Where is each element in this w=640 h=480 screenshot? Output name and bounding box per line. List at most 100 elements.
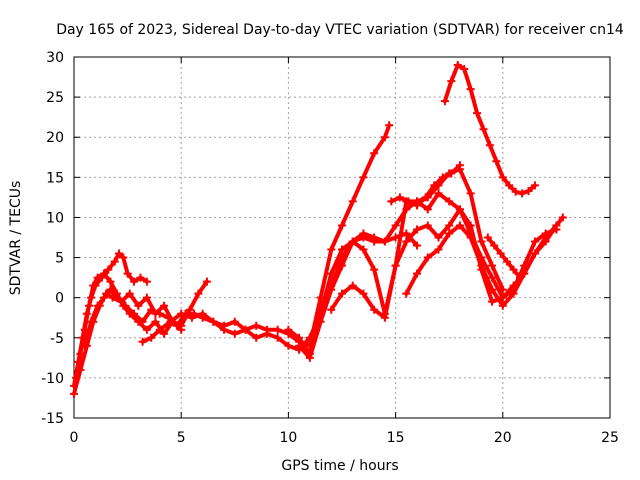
data-point	[492, 157, 501, 166]
data-point	[455, 205, 464, 214]
x-tick-label: 20	[494, 430, 512, 446]
data-point	[423, 221, 432, 230]
data-point	[455, 221, 464, 230]
data-point	[164, 313, 173, 322]
data-point	[160, 301, 169, 310]
tick-labels: 0 5 10 15 20 25 -15 -10 -5 0 5 10 15 20 25 30	[41, 50, 619, 446]
data-point	[447, 169, 456, 178]
data-point	[380, 313, 389, 322]
data-point	[209, 317, 218, 326]
series-line-track-11	[485, 235, 522, 280]
data-point	[509, 265, 518, 274]
data-point	[230, 317, 239, 326]
data-point	[488, 273, 497, 282]
data-point	[421, 193, 430, 202]
data-point	[172, 321, 181, 330]
data-point	[134, 301, 143, 310]
data-point	[202, 277, 211, 286]
data-point	[466, 189, 475, 198]
data-point	[295, 341, 304, 350]
axis-ticks	[73, 56, 611, 419]
data-point	[413, 241, 422, 250]
data-point	[80, 341, 89, 350]
y-tick-label: -10	[41, 371, 64, 387]
x-axis-label: GPS time / hours	[281, 458, 398, 474]
data-point	[466, 221, 475, 230]
data-point	[498, 173, 507, 182]
data-point	[511, 187, 520, 196]
data-point	[453, 61, 462, 70]
data-point	[177, 325, 186, 334]
data-point	[520, 269, 529, 278]
data-point	[395, 193, 404, 202]
data-point	[106, 285, 115, 294]
data-point	[370, 149, 379, 158]
data-point	[359, 233, 368, 242]
data-point	[110, 257, 119, 266]
data-point	[338, 261, 346, 270]
data-point	[106, 277, 115, 286]
data-point	[93, 273, 102, 282]
data-point	[125, 289, 134, 298]
data-point	[327, 305, 336, 314]
data-point	[496, 249, 505, 258]
data-point	[85, 301, 94, 310]
data-point	[138, 337, 147, 346]
data-point	[115, 249, 124, 258]
data-point	[423, 205, 432, 214]
data-point	[252, 321, 261, 330]
data-point	[402, 229, 411, 238]
data-point	[434, 233, 443, 242]
data-point	[166, 317, 175, 326]
data-point	[552, 221, 561, 230]
data-point	[93, 301, 102, 310]
data-point	[488, 285, 497, 294]
data-point	[338, 221, 346, 230]
data-point	[402, 289, 411, 298]
data-point	[89, 281, 98, 290]
data-point	[359, 245, 368, 254]
data-point	[485, 141, 494, 150]
data-point	[273, 325, 282, 334]
y-tick-label: 25	[46, 90, 64, 106]
data-point	[338, 245, 346, 254]
data-point	[440, 97, 449, 106]
data-point	[404, 197, 413, 206]
data-point	[187, 313, 196, 322]
data-point	[498, 301, 507, 310]
data-point	[123, 269, 132, 278]
data-point	[198, 309, 207, 318]
data-point	[370, 237, 379, 246]
data-point	[473, 109, 482, 118]
data-point	[380, 133, 389, 142]
plot-frame	[73, 56, 611, 419]
data-point	[142, 293, 151, 302]
data-point	[434, 245, 443, 254]
y-axis-label: SDTVAR / TECUs	[8, 181, 24, 296]
data-series	[70, 61, 567, 398]
data-point	[505, 181, 514, 190]
data-point	[413, 201, 422, 210]
data-point	[327, 245, 336, 254]
data-point	[530, 249, 539, 258]
data-point	[295, 333, 304, 342]
y-tick-label: 30	[46, 50, 64, 66]
data-point	[155, 325, 164, 334]
x-tick-label: 15	[387, 430, 405, 446]
data-point	[387, 197, 396, 206]
data-point	[455, 161, 464, 170]
data-point	[391, 261, 400, 270]
data-point	[151, 317, 160, 326]
data-point	[284, 341, 293, 350]
data-point	[466, 85, 475, 94]
data-point	[136, 273, 145, 282]
data-point	[530, 237, 539, 246]
x-tick-label: 25	[601, 430, 619, 446]
data-point	[305, 353, 314, 362]
data-point	[273, 333, 282, 342]
y-tick-label: 15	[46, 170, 64, 186]
data-point	[327, 269, 336, 278]
data-point	[490, 241, 499, 250]
series-line-track-10	[442, 63, 537, 196]
y-tick-label: -5	[50, 331, 64, 347]
